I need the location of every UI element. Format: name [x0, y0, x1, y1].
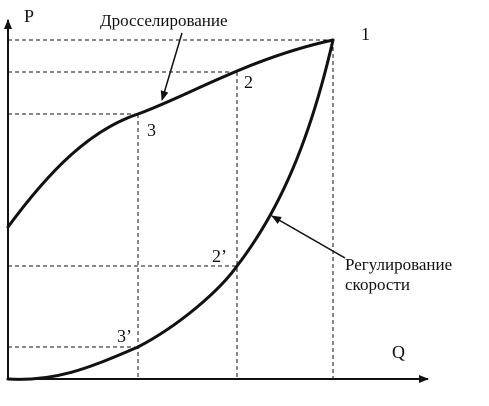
speed-regulation-label-line2: скорости [345, 275, 410, 294]
throttling-label: Дросселирование [100, 11, 228, 30]
throttling-curve [6, 38, 335, 229]
point-3-prime-label: 3’ [117, 326, 132, 346]
point-1-label: 1 [361, 24, 370, 44]
speed-regulation-pointer-arrow [271, 215, 346, 259]
point-2-prime-label: 2’ [212, 246, 227, 266]
throttling-pointer-arrow [160, 32, 183, 101]
speed-regulation-curve [6, 38, 335, 381]
speed-regulation-label-line1: Регулирование [345, 255, 452, 274]
point-2-label: 2 [244, 72, 253, 92]
x-axis-label: Q [392, 342, 405, 362]
y-axis-label: P [24, 6, 34, 26]
point-3-label: 3 [147, 120, 156, 140]
